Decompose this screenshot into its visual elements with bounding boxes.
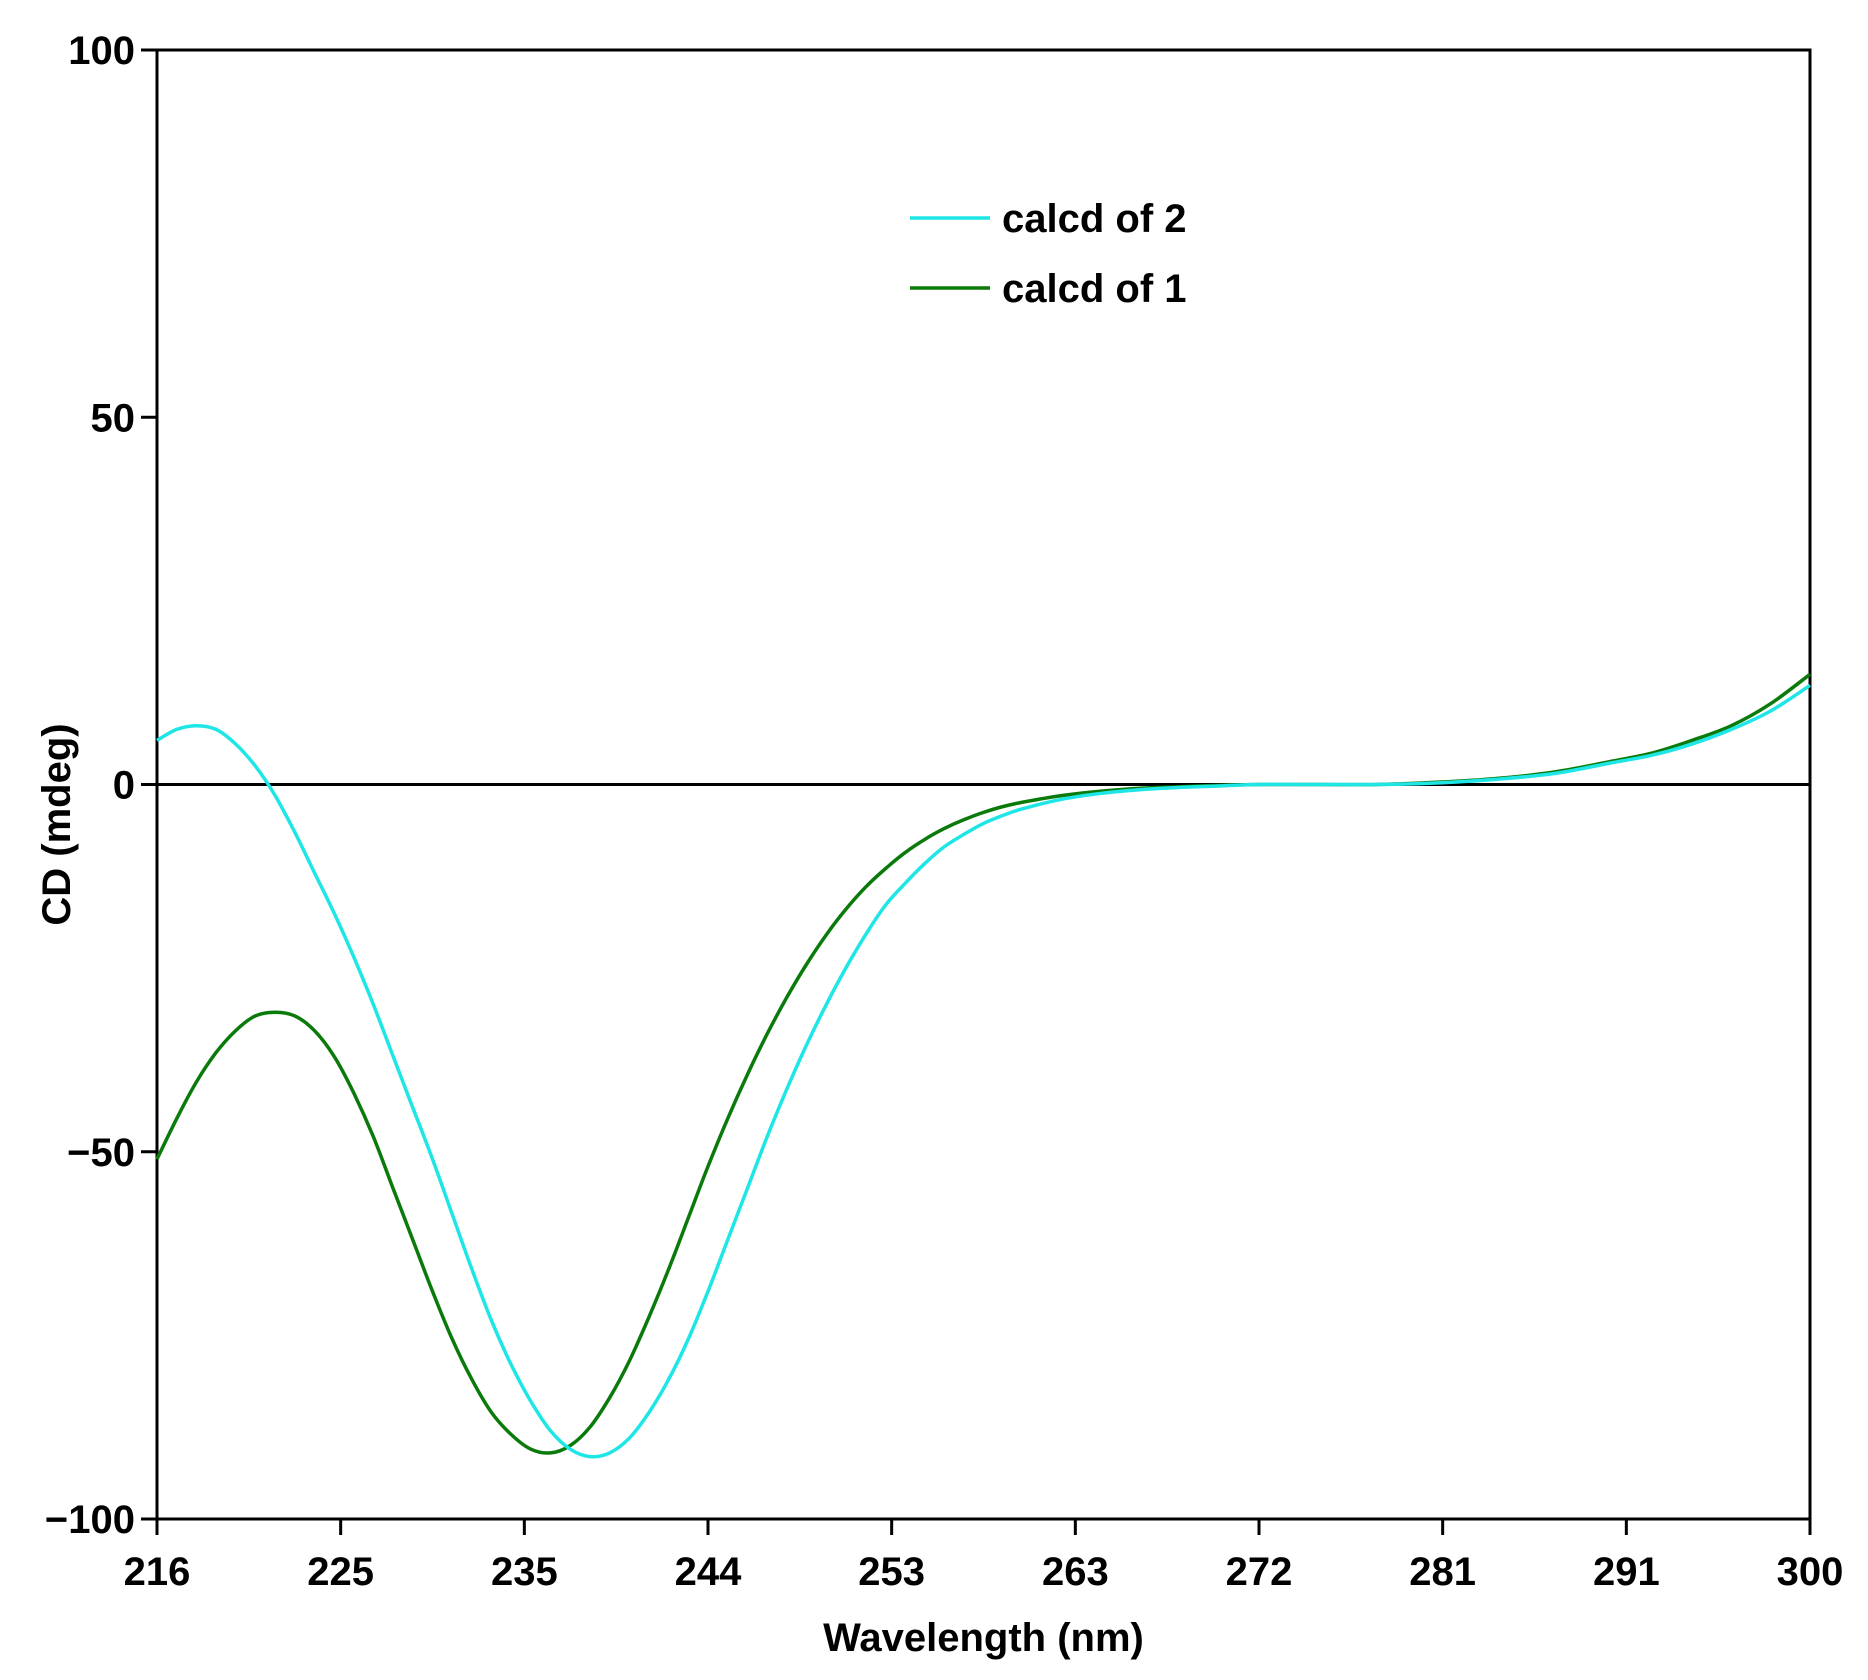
y-axis-ticks: 100 50 0 −50 −100 [45, 29, 157, 1542]
y-tick-label: −100 [45, 1498, 135, 1542]
y-tick-label: 50 [91, 396, 136, 440]
series-line-calcd-of-1 [155, 672, 1812, 1455]
x-tick-label: 235 [491, 1550, 558, 1594]
legend: calcd of 2 calcd of 1 [910, 197, 1187, 311]
x-tick-label: 291 [1593, 1550, 1660, 1594]
x-tick-label: 253 [858, 1550, 925, 1594]
x-axis-ticks: 216 225 235 244 253 263 272 281 291 300 [124, 1519, 1844, 1594]
y-tick-label: 100 [68, 29, 135, 73]
x-tick-label: 300 [1777, 1550, 1844, 1594]
x-tick-label: 263 [1042, 1550, 1109, 1594]
y-tick-label: −50 [67, 1131, 135, 1175]
series-layer [155, 672, 1812, 1459]
plot-area [155, 48, 1812, 1521]
x-tick-label: 216 [124, 1550, 191, 1594]
y-axis-title: CD (mdeg) [35, 723, 79, 925]
legend-label: calcd of 2 [1002, 197, 1187, 241]
series-line-calcd-of-2 [156, 683, 1811, 1459]
legend-label: calcd of 1 [1002, 267, 1187, 311]
x-tick-label: 281 [1409, 1550, 1476, 1594]
x-tick-label: 225 [307, 1550, 374, 1594]
y-tick-label: 0 [113, 764, 135, 808]
x-tick-label: 244 [675, 1550, 742, 1594]
x-axis-title: Wavelength (nm) [823, 1616, 1144, 1660]
x-tick-label: 272 [1226, 1550, 1293, 1594]
